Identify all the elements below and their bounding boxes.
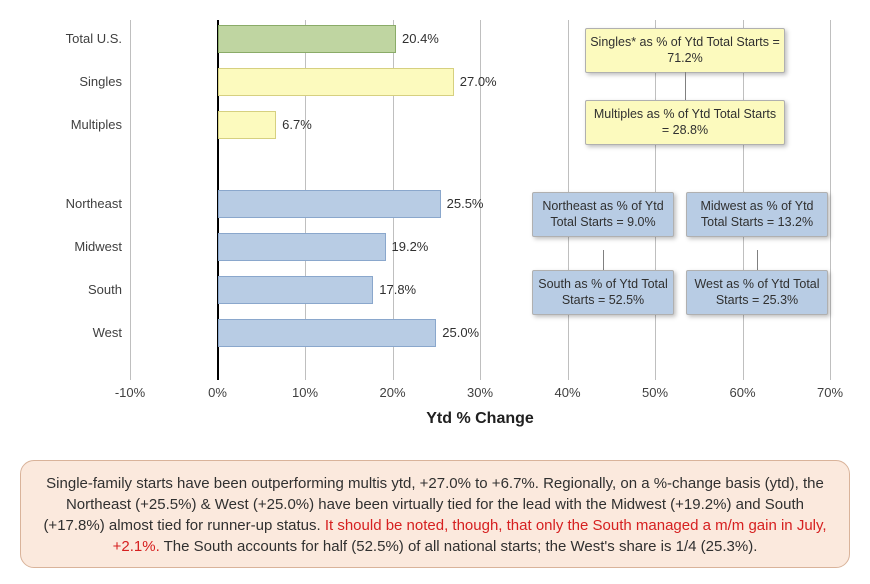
x-tick-label: 40% (538, 385, 598, 400)
bar (218, 111, 277, 139)
x-tick-label: 20% (363, 385, 423, 400)
footnote-box: Single-family starts have been outperfor… (20, 460, 850, 568)
bar (218, 190, 441, 218)
category-label: West (0, 319, 122, 347)
bar-value-label: 20.4% (402, 25, 439, 53)
callout-midwest: Midwest as % of Ytd Total Starts = 13.2% (686, 192, 828, 237)
callout-singles: Singles* as % of Ytd Total Starts = 71.2… (585, 28, 785, 73)
bar-value-label: 25.5% (447, 190, 484, 218)
leader (603, 250, 604, 270)
x-axis-title: Ytd % Change (130, 410, 830, 428)
bar (218, 319, 437, 347)
grid-line (830, 20, 831, 380)
x-tick-label: 0% (188, 385, 248, 400)
bar (218, 233, 386, 261)
category-label: Midwest (0, 233, 122, 261)
bar-value-label: 19.2% (392, 233, 429, 261)
x-tick-label: 60% (713, 385, 773, 400)
bar-value-label: 25.0% (442, 319, 479, 347)
bar-value-label: 17.8% (379, 276, 416, 304)
bar-value-label: 27.0% (460, 68, 497, 96)
bar (218, 276, 374, 304)
bar (218, 68, 454, 96)
category-label: Northeast (0, 190, 122, 218)
category-label: Multiples (0, 111, 122, 139)
x-tick-label: 50% (625, 385, 685, 400)
x-tick-label: 30% (450, 385, 510, 400)
callout-west: West as % of Ytd Total Starts = 25.3% (686, 270, 828, 315)
category-label: Singles (0, 68, 122, 96)
footnote-part3: The South accounts for half (52.5%) of a… (160, 538, 758, 555)
leader (685, 72, 686, 100)
category-label: Total U.S. (0, 25, 122, 53)
callout-northeast: Northeast as % of Ytd Total Starts = 9.0… (532, 192, 674, 237)
callout-multiples: Multiples as % of Ytd Total Starts = 28.… (585, 100, 785, 145)
bar-row: Midwest19.2% (130, 233, 830, 261)
leader (757, 250, 758, 270)
x-tick-label: -10% (100, 385, 160, 400)
chart-area: -10%0%10%20%30%40%50%60%70%Total U.S.20.… (40, 20, 830, 420)
category-label: South (0, 276, 122, 304)
x-tick-label: 10% (275, 385, 335, 400)
bar-row: West25.0% (130, 319, 830, 347)
bar (218, 25, 397, 53)
x-tick-label: 70% (800, 385, 860, 400)
callout-south: South as % of Ytd Total Starts = 52.5% (532, 270, 674, 315)
bar-value-label: 6.7% (282, 111, 312, 139)
